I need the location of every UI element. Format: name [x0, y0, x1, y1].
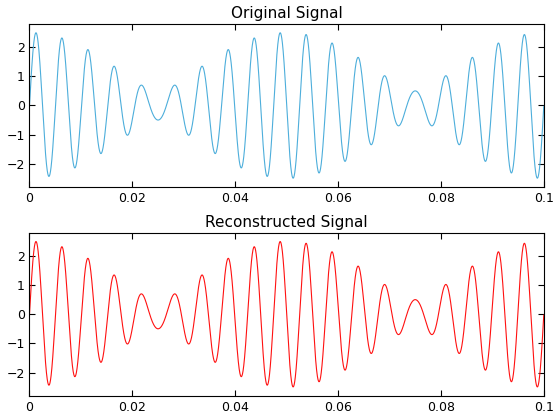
Title: Original Signal: Original Signal — [231, 6, 343, 21]
Title: Reconstructed Signal: Reconstructed Signal — [206, 215, 368, 230]
